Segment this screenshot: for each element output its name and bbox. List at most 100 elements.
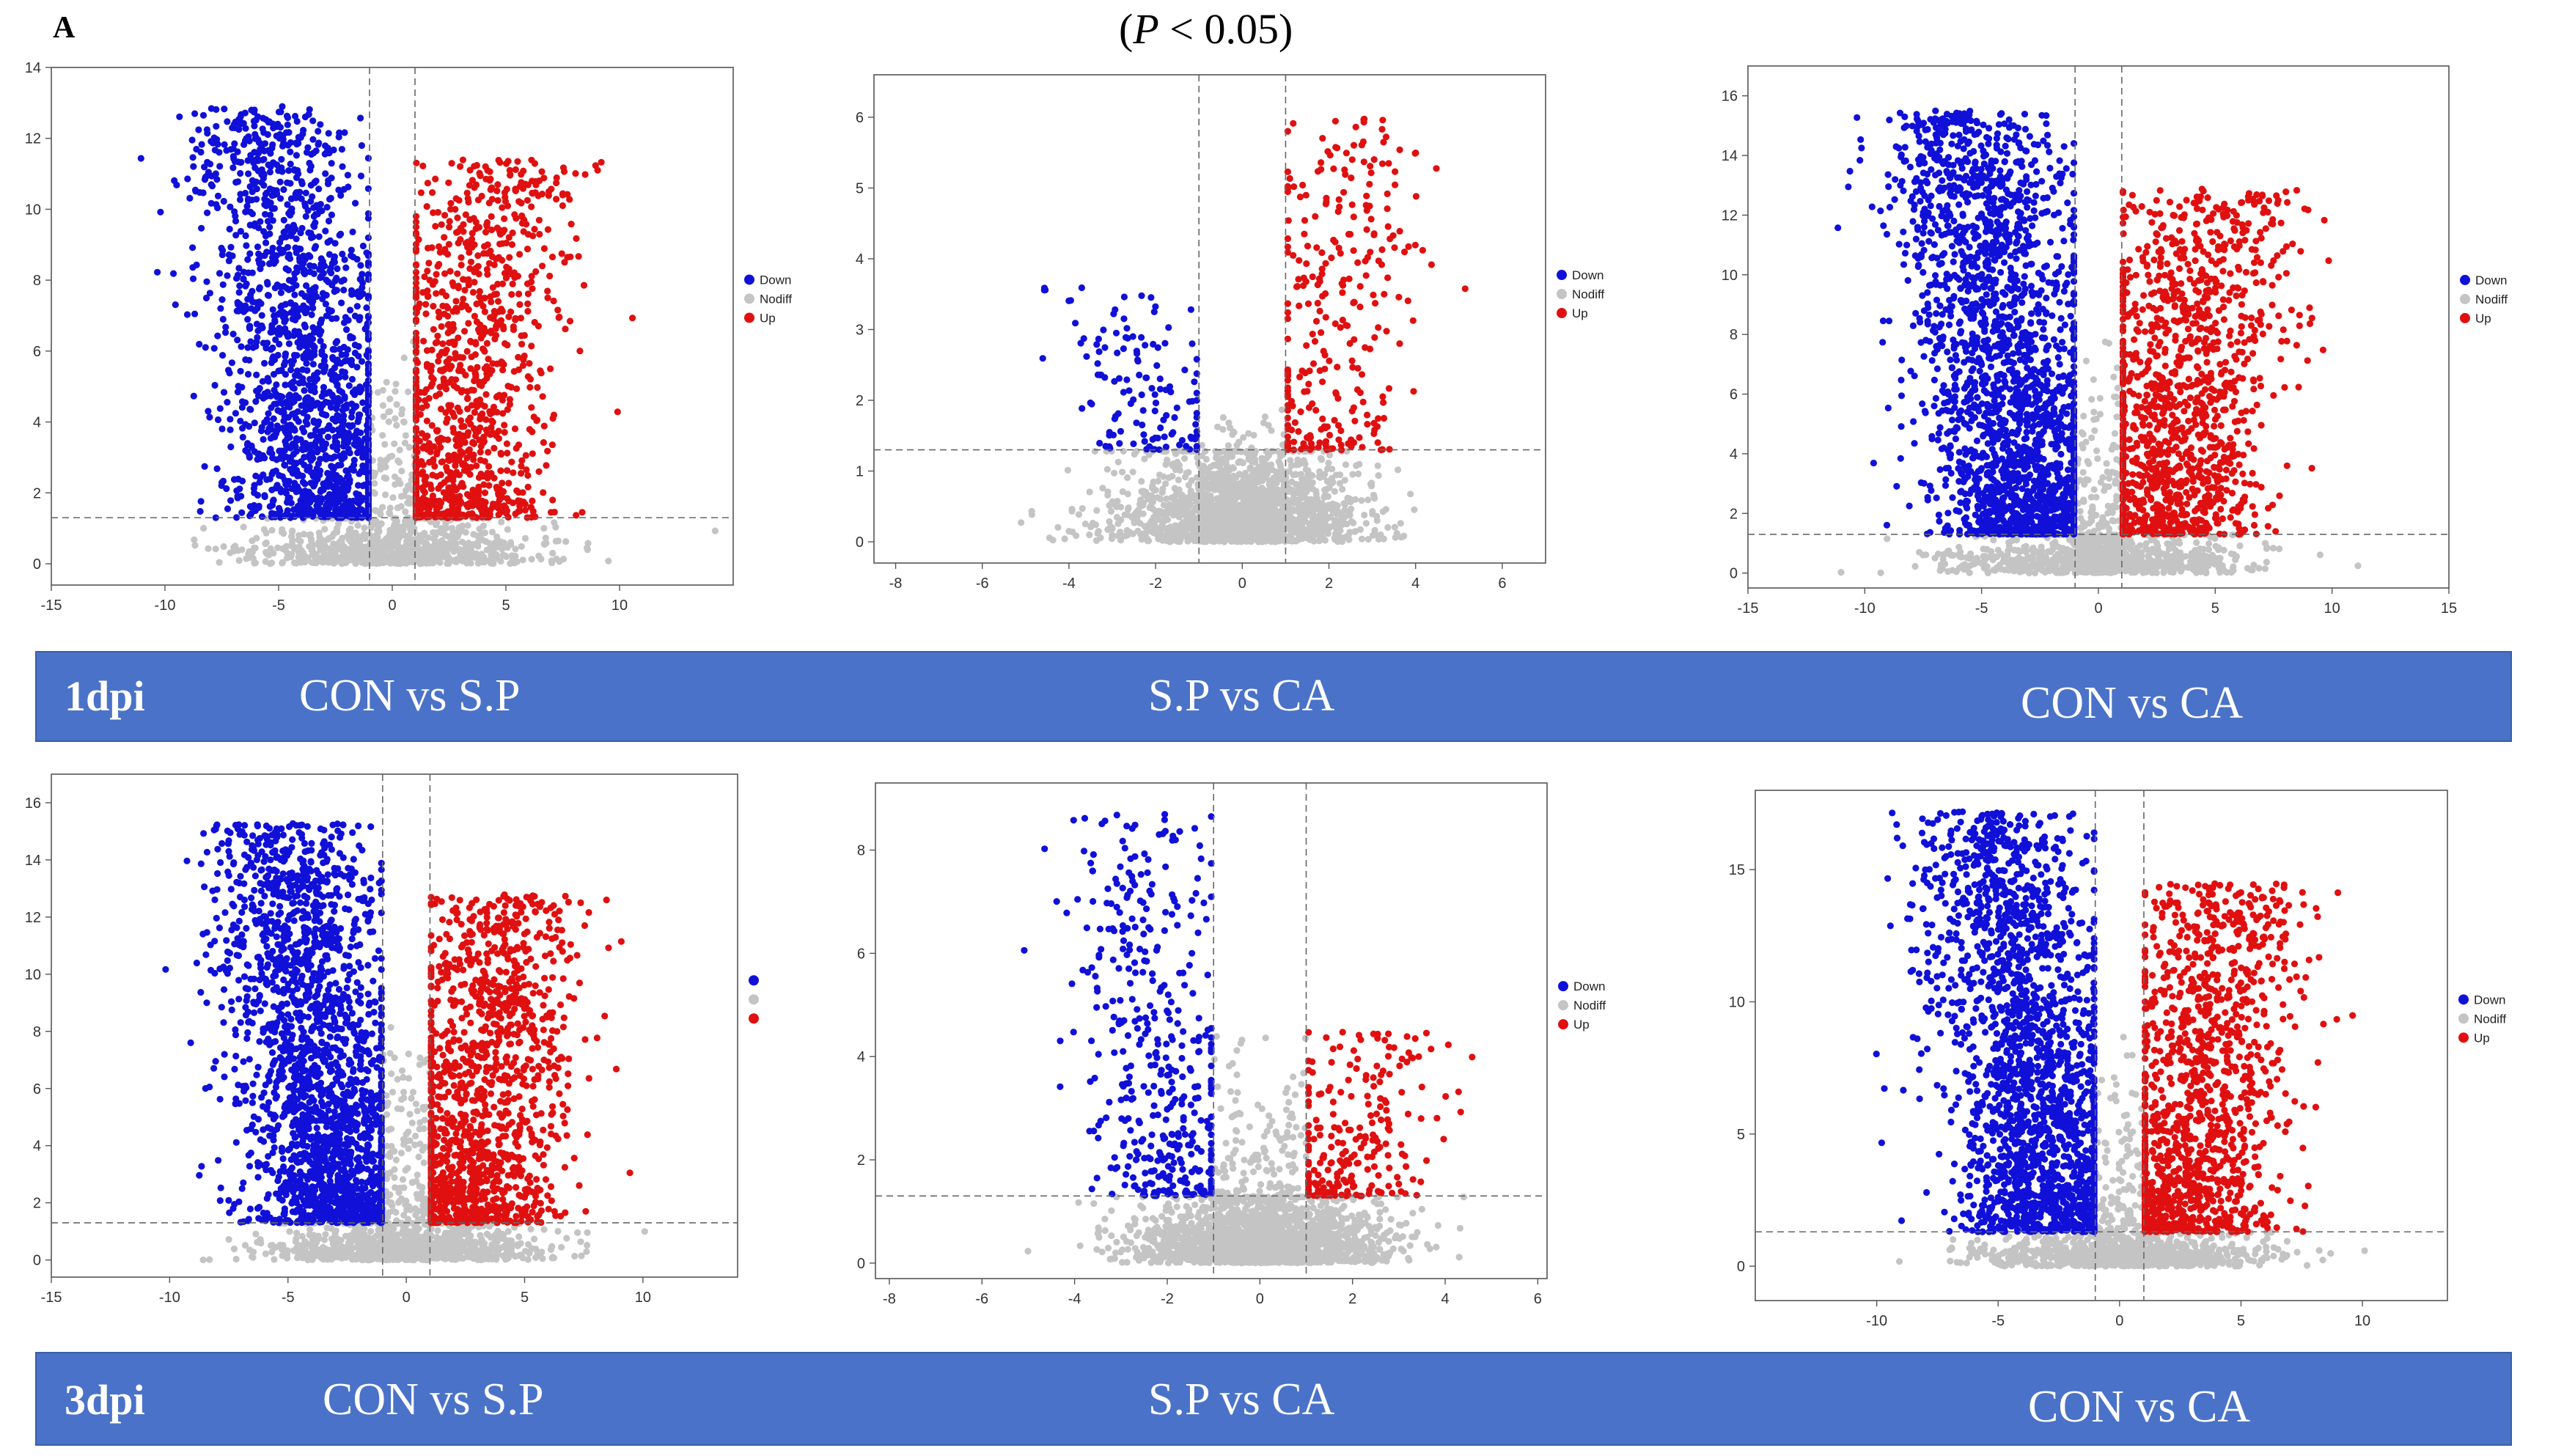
up-point bbox=[499, 367, 507, 374]
down-point bbox=[242, 399, 249, 406]
down-point bbox=[287, 139, 294, 147]
up-point bbox=[467, 365, 474, 372]
up-point bbox=[445, 402, 452, 409]
up-point bbox=[508, 241, 516, 249]
up-point bbox=[483, 218, 491, 227]
down-point bbox=[294, 394, 301, 401]
down-point bbox=[324, 499, 331, 507]
down-point bbox=[289, 285, 296, 293]
down-point bbox=[336, 345, 343, 353]
down-point bbox=[172, 301, 179, 309]
nodiff-point bbox=[1345, 532, 1352, 539]
down-point bbox=[287, 300, 295, 307]
down-point bbox=[347, 433, 355, 441]
down-point bbox=[359, 290, 367, 298]
up-point bbox=[518, 457, 526, 464]
down-point bbox=[363, 249, 370, 257]
up-point bbox=[452, 205, 459, 213]
down-point bbox=[342, 264, 350, 271]
nodiff-point bbox=[262, 529, 270, 537]
down-point bbox=[364, 474, 372, 482]
down-point bbox=[292, 190, 299, 198]
up-point bbox=[524, 373, 532, 380]
nodiff-point bbox=[387, 545, 394, 552]
up-point bbox=[475, 488, 482, 496]
down-point bbox=[304, 413, 311, 421]
down-point bbox=[364, 512, 372, 520]
nodiff-point bbox=[1018, 519, 1025, 526]
down-point bbox=[331, 346, 338, 353]
nodiff-point bbox=[1323, 525, 1331, 532]
down-point bbox=[272, 467, 279, 474]
nodiff-point bbox=[1099, 485, 1106, 492]
up-point bbox=[433, 290, 440, 297]
down-point bbox=[344, 507, 351, 514]
down-point bbox=[276, 514, 284, 521]
up-point bbox=[445, 240, 453, 248]
up-point bbox=[463, 348, 471, 355]
up-point bbox=[519, 361, 527, 369]
down-point bbox=[350, 497, 357, 504]
down-point bbox=[188, 136, 196, 144]
nodiff-point bbox=[430, 556, 437, 563]
down-point bbox=[364, 493, 372, 500]
up-point bbox=[466, 265, 474, 272]
down-point bbox=[357, 172, 365, 180]
nodiff-point bbox=[1397, 520, 1404, 527]
up-point bbox=[449, 424, 457, 432]
nodiff-point bbox=[390, 515, 397, 522]
down-point bbox=[330, 497, 337, 504]
down-point bbox=[317, 121, 324, 128]
nodiff-point bbox=[382, 491, 389, 499]
down-point bbox=[214, 416, 222, 424]
nodiff-point bbox=[444, 545, 452, 553]
up-point bbox=[478, 471, 485, 479]
down-point bbox=[302, 189, 309, 196]
up-point bbox=[529, 450, 536, 457]
nodiff-point bbox=[1316, 468, 1323, 476]
down-point bbox=[280, 417, 287, 424]
down-point bbox=[353, 364, 361, 371]
down-point bbox=[202, 294, 210, 302]
down-point bbox=[253, 371, 260, 378]
up-point bbox=[457, 224, 464, 232]
up-point bbox=[581, 171, 589, 178]
up-point bbox=[553, 196, 560, 203]
nodiff-point bbox=[379, 432, 386, 439]
up-point bbox=[535, 468, 543, 475]
nodiff-point bbox=[1375, 535, 1383, 543]
down-point bbox=[344, 172, 351, 179]
up-point bbox=[488, 298, 495, 306]
down-point bbox=[345, 382, 353, 389]
down-point bbox=[337, 397, 345, 405]
up-point bbox=[417, 389, 425, 396]
down-point bbox=[292, 112, 299, 120]
down-point bbox=[309, 441, 317, 449]
down-point bbox=[295, 418, 302, 425]
down-point bbox=[364, 155, 372, 162]
up-point bbox=[528, 203, 535, 210]
nodiff-point bbox=[1202, 455, 1210, 463]
down-point bbox=[320, 368, 328, 375]
down-point bbox=[313, 202, 320, 209]
up-point bbox=[432, 223, 439, 230]
down-point bbox=[310, 213, 317, 220]
down-point bbox=[235, 301, 242, 308]
up-point bbox=[422, 386, 430, 393]
down-point bbox=[173, 181, 180, 188]
up-point bbox=[629, 315, 636, 322]
down-point bbox=[351, 341, 359, 349]
up-point bbox=[518, 463, 525, 470]
up-point bbox=[470, 215, 477, 222]
down-point bbox=[246, 405, 254, 413]
down-point bbox=[294, 408, 301, 415]
nodiff-point bbox=[307, 537, 315, 544]
down-point bbox=[254, 305, 261, 312]
down-point bbox=[301, 480, 309, 488]
up-point bbox=[452, 487, 460, 494]
down-point bbox=[281, 461, 288, 468]
down-point bbox=[239, 433, 246, 441]
up-point bbox=[429, 189, 436, 196]
down-point bbox=[301, 323, 309, 331]
down-point bbox=[265, 410, 272, 417]
